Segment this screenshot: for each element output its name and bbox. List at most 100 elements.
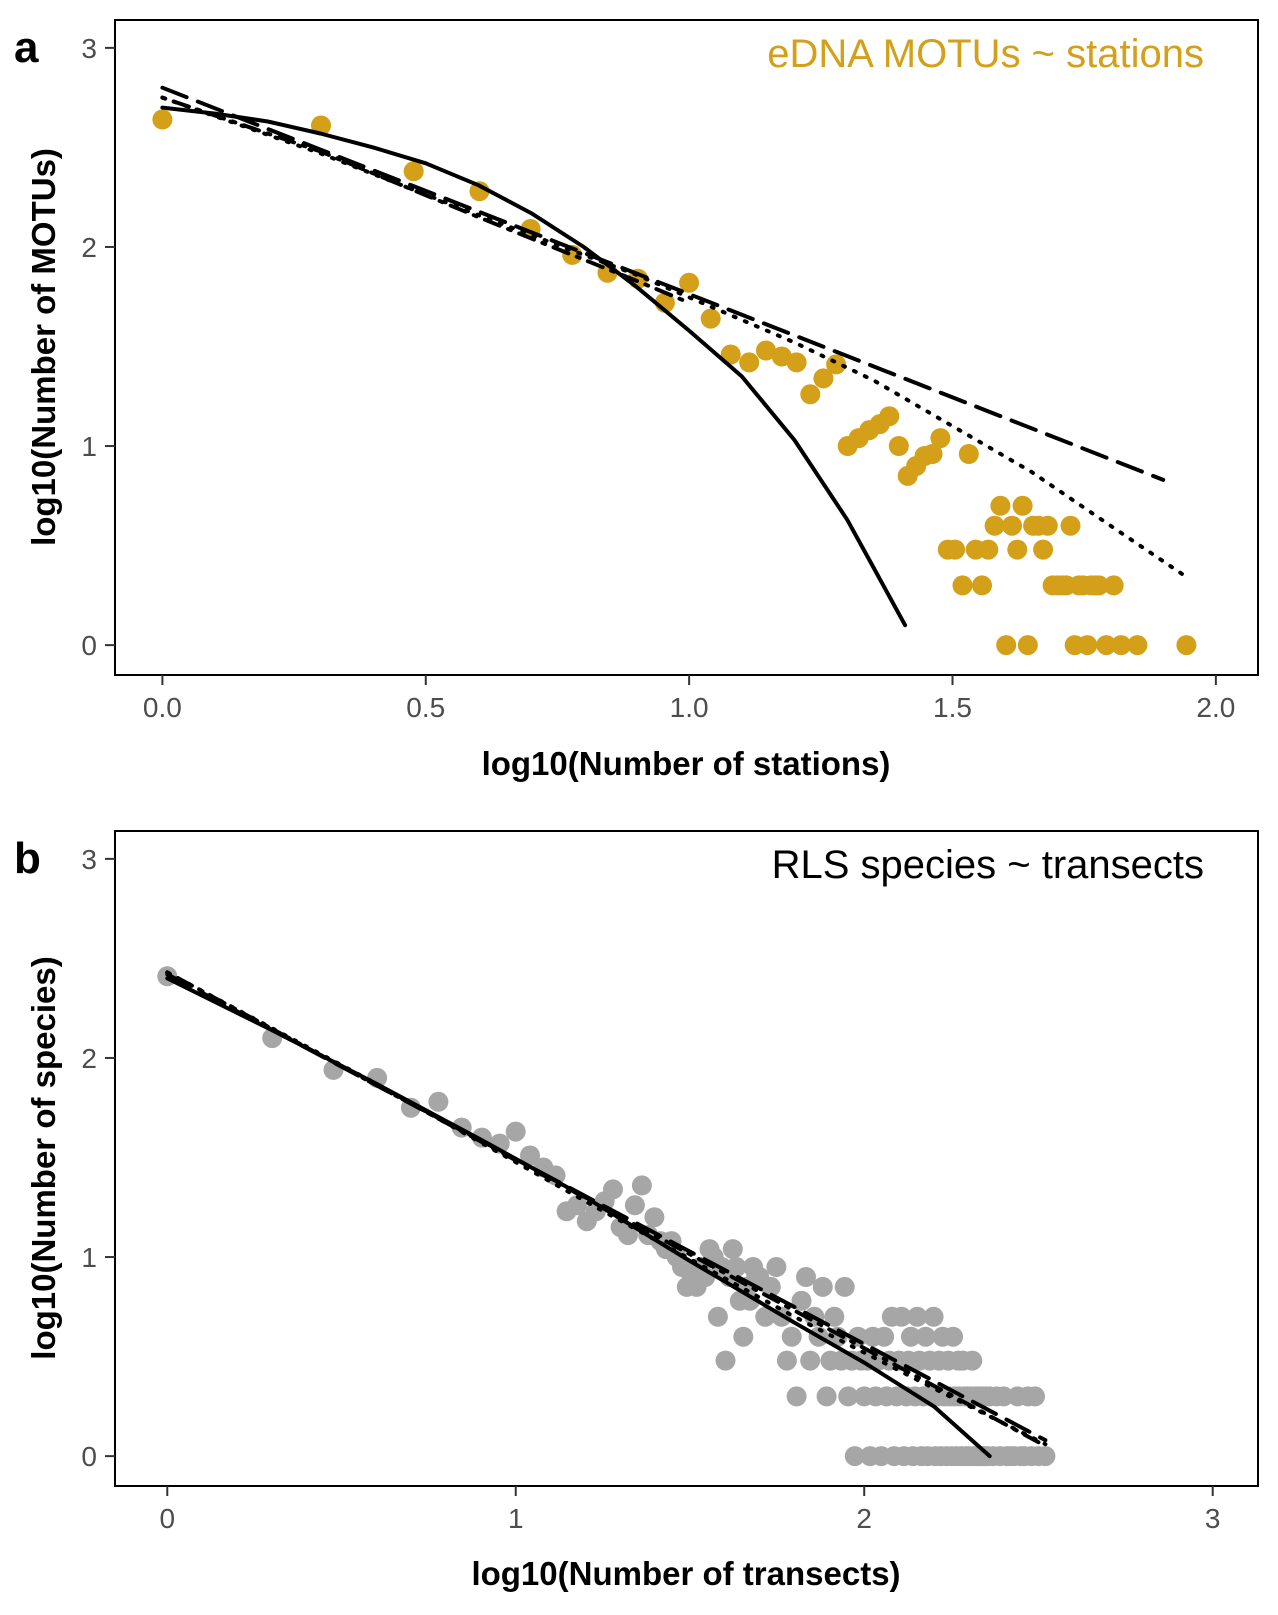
- data-point: [796, 1267, 816, 1287]
- data-point: [152, 109, 173, 130]
- data-point: [945, 539, 966, 560]
- data-point: [791, 1290, 812, 1311]
- data-point: [505, 1121, 526, 1142]
- data-point: [679, 272, 700, 293]
- x-axis-title-b: log10(Number of transects): [471, 1555, 900, 1592]
- x-tick-label: 0.0: [143, 692, 182, 723]
- data-point: [838, 1386, 859, 1407]
- data-point: [428, 1091, 449, 1112]
- y-axis-title-b: log10(Number of species): [25, 956, 62, 1359]
- data-point: [1103, 575, 1124, 596]
- data-point: [943, 1326, 964, 1347]
- data-point: [403, 161, 424, 182]
- data-point: [766, 1257, 787, 1277]
- y-tick-label: 1: [81, 431, 97, 462]
- x-axis-title-a: log10(Number of stations): [482, 745, 891, 782]
- panel-label-b: b: [14, 834, 41, 883]
- data-point: [993, 1386, 1014, 1407]
- y-tick-label: 3: [81, 844, 97, 875]
- data-point: [603, 1179, 623, 1200]
- data-point: [786, 1386, 807, 1407]
- data-point: [786, 352, 807, 373]
- fit-line-dotdash: [160, 95, 692, 305]
- data-point: [618, 1225, 638, 1246]
- data-point: [1007, 539, 1028, 560]
- fit-line-solid: [160, 105, 908, 628]
- data-point: [800, 1350, 821, 1371]
- data-point: [962, 1350, 983, 1371]
- x-tick-label: 1.5: [933, 692, 972, 723]
- data-point: [781, 1326, 802, 1347]
- data-point: [900, 1326, 921, 1347]
- data-point: [891, 1306, 912, 1327]
- x-tick-label: 0.5: [406, 692, 445, 723]
- fit-lines-b: [165, 970, 1048, 1459]
- data-point: [1176, 635, 1197, 656]
- annotation-a: eDNA MOTUs ~ stations: [767, 32, 1204, 76]
- y-tick-label: 0: [81, 630, 97, 661]
- x-axis-a: 0.0 0.5 1.0 1.5 2.0: [143, 675, 1235, 723]
- data-point: [996, 635, 1017, 656]
- data-point: [760, 1276, 781, 1297]
- data-point: [520, 1145, 540, 1166]
- fit-line-dotdash: [165, 970, 1041, 1445]
- x-tick-label: 0: [159, 1503, 175, 1534]
- x-tick-label: 2.0: [1196, 692, 1235, 723]
- data-point: [631, 1175, 652, 1196]
- data-point: [707, 1306, 728, 1327]
- plot-frame-b: [114, 830, 1259, 1487]
- data-point: [888, 436, 909, 456]
- data-point: [776, 1350, 797, 1371]
- panel-b: 0 1 2 3 0 1 2 3 b RLS species ~ transects log1…: [14, 830, 1259, 1592]
- data-point: [907, 1306, 928, 1327]
- data-point: [800, 384, 821, 405]
- data-point: [624, 1195, 645, 1216]
- data-point: [824, 1306, 845, 1327]
- data-point: [1096, 635, 1117, 656]
- data-point: [1033, 539, 1054, 560]
- data-point: [1035, 1446, 1056, 1467]
- data-point: [915, 1326, 936, 1347]
- data-point: [816, 1386, 837, 1407]
- data-point: [733, 1326, 754, 1347]
- data-point: [984, 515, 1005, 536]
- data-point: [879, 406, 900, 427]
- data-point: [1088, 575, 1109, 596]
- data-point: [722, 1239, 743, 1260]
- data-point: [567, 1195, 588, 1216]
- data-point: [952, 575, 973, 596]
- annotation-b: RLS species ~ transects: [772, 843, 1204, 887]
- data-point: [739, 352, 760, 373]
- fit-line-dashed: [160, 85, 1166, 482]
- data-point: [1037, 515, 1058, 536]
- data-point: [930, 428, 951, 449]
- data-point: [972, 575, 992, 596]
- panel-a: 0.0 0.5 1.0 1.5 2.0 0 1 2 3 a eDNA MOTUs ~ stat…: [14, 19, 1259, 782]
- y-axis-a: 0 1 2 3: [81, 33, 115, 661]
- y-tick-label: 2: [81, 232, 97, 263]
- data-point: [644, 1207, 665, 1228]
- data-point: [1017, 635, 1038, 656]
- plot-frame-a: [114, 19, 1259, 676]
- data-point: [1127, 635, 1148, 656]
- x-tick-label: 2: [856, 1503, 872, 1534]
- x-tick-label: 1.0: [670, 692, 709, 723]
- data-point: [813, 368, 834, 389]
- data-point: [1060, 515, 1081, 536]
- y-axis-b: 0 1 2 3: [81, 844, 115, 1472]
- data-point: [700, 308, 721, 329]
- y-tick-label: 3: [81, 33, 97, 64]
- data-point: [755, 1306, 776, 1327]
- data-point: [720, 344, 741, 365]
- data-point: [756, 340, 776, 361]
- data-point: [715, 1350, 736, 1371]
- data-point: [923, 1306, 944, 1327]
- data-point: [1111, 635, 1132, 656]
- y-tick-label: 2: [81, 1043, 97, 1074]
- data-point: [958, 444, 979, 464]
- panel-label-a: a: [14, 23, 39, 72]
- data-point: [1077, 635, 1098, 656]
- x-axis-b: 0 1 2 3: [159, 1486, 1220, 1534]
- points-a: [152, 109, 1197, 656]
